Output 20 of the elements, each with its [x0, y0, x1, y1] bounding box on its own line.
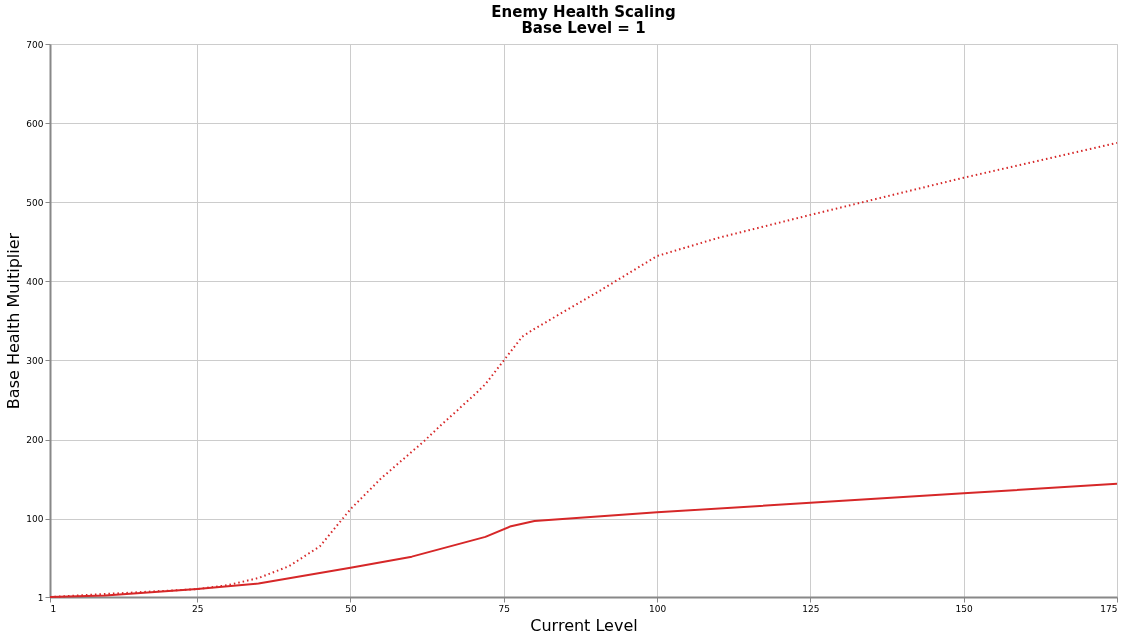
- y-tick-label: 400: [26, 276, 44, 287]
- x-axis-title: Current Level: [530, 615, 638, 635]
- chart-subtitle: Base Level = 1: [521, 19, 646, 37]
- y-tick-label: 700: [26, 39, 44, 50]
- x-tick-label: 175: [1100, 603, 1118, 614]
- y-tick-label: 200: [26, 435, 44, 446]
- x-tick-label: 25: [191, 603, 204, 614]
- x-tick-label: 75: [498, 603, 511, 614]
- y-tick-label: 500: [26, 197, 44, 208]
- y-tick-label: 1: [37, 592, 44, 603]
- x-tick-label: 150: [955, 603, 974, 614]
- x-tick-label: 100: [648, 603, 667, 614]
- y-tick-label: 100: [26, 514, 44, 525]
- x-tick-label: 125: [802, 603, 820, 614]
- y-axis-title: Base Health Multiplier: [4, 232, 24, 410]
- chart-title: Enemy Health Scaling: [491, 3, 676, 21]
- x-tick-label: 1: [50, 603, 57, 614]
- y-tick-label: 600: [26, 118, 44, 129]
- y-tick-label: 300: [26, 355, 44, 366]
- x-tick-label: 50: [345, 603, 357, 614]
